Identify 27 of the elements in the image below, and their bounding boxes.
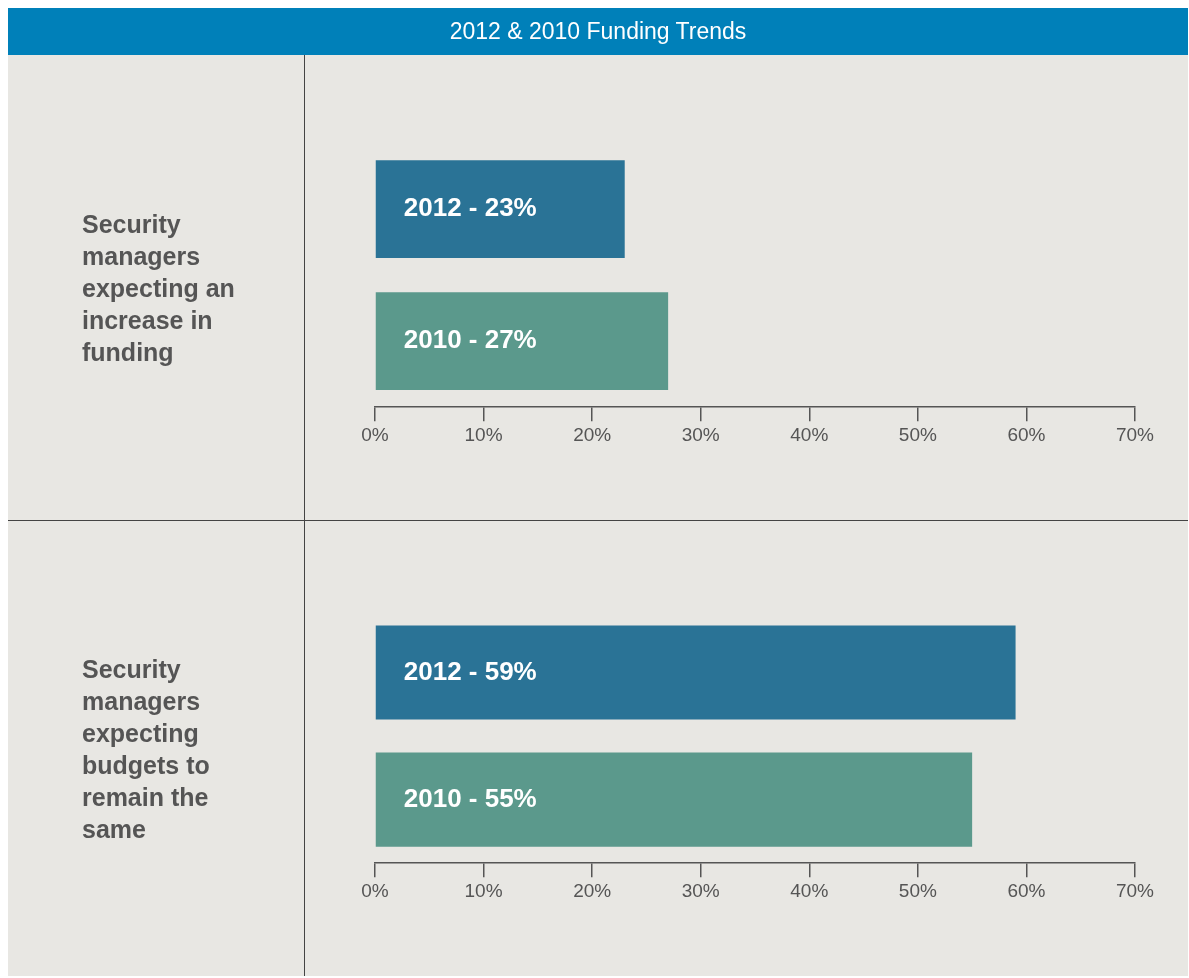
y-tick-label: 2012 - [403,192,478,223]
x-tick-label: 20% [573,879,612,901]
x-tick-label: 30% [681,879,720,901]
x-tick-label: 10% [464,879,503,901]
data-label: 27% [484,324,537,355]
x-tick-label: 10% [464,423,503,445]
x-tick-label: 50% [898,879,937,901]
y-tick-label: 2010 - [403,324,478,355]
y-tick-label: 2010 - [403,782,478,813]
chart-title: 2012 & 2010 Funding Trends [8,8,1188,55]
data-label: 23% [484,192,537,223]
x-tick-label: 70% [1115,879,1155,901]
x-tick-label: 60% [1007,879,1046,901]
x-tick-label: 20% [573,423,612,445]
x-tick-label: 60% [1007,423,1046,445]
y-axis-title: Security managers expecting an increase in funding [82,208,236,368]
y-axis-title: Security managers expecting budgets to remain the same [82,653,211,845]
data-label: 59% [484,655,537,686]
x-tick-label: 30% [681,423,720,445]
x-tick-label: 40% [790,879,829,901]
x-tick-label: 0% [361,423,389,445]
y-tick-label: 2012 - [403,655,478,686]
x-tick-label: 50% [898,423,937,445]
x-tick-label: 0% [361,879,389,901]
data-label: 55% [484,782,537,813]
x-tick-label: 40% [790,423,829,445]
x-tick-label: 70% [1115,423,1155,445]
